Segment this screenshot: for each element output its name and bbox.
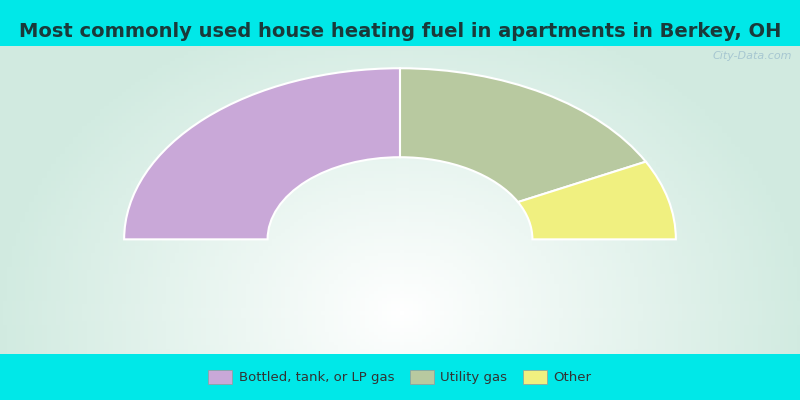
Text: Most commonly used house heating fuel in apartments in Berkey, OH: Most commonly used house heating fuel in… (19, 22, 781, 41)
Legend: Bottled, tank, or LP gas, Utility gas, Other: Bottled, tank, or LP gas, Utility gas, O… (203, 364, 597, 390)
Wedge shape (124, 68, 400, 239)
Wedge shape (400, 68, 646, 202)
Text: City-Data.com: City-Data.com (712, 51, 792, 61)
Wedge shape (518, 162, 676, 239)
